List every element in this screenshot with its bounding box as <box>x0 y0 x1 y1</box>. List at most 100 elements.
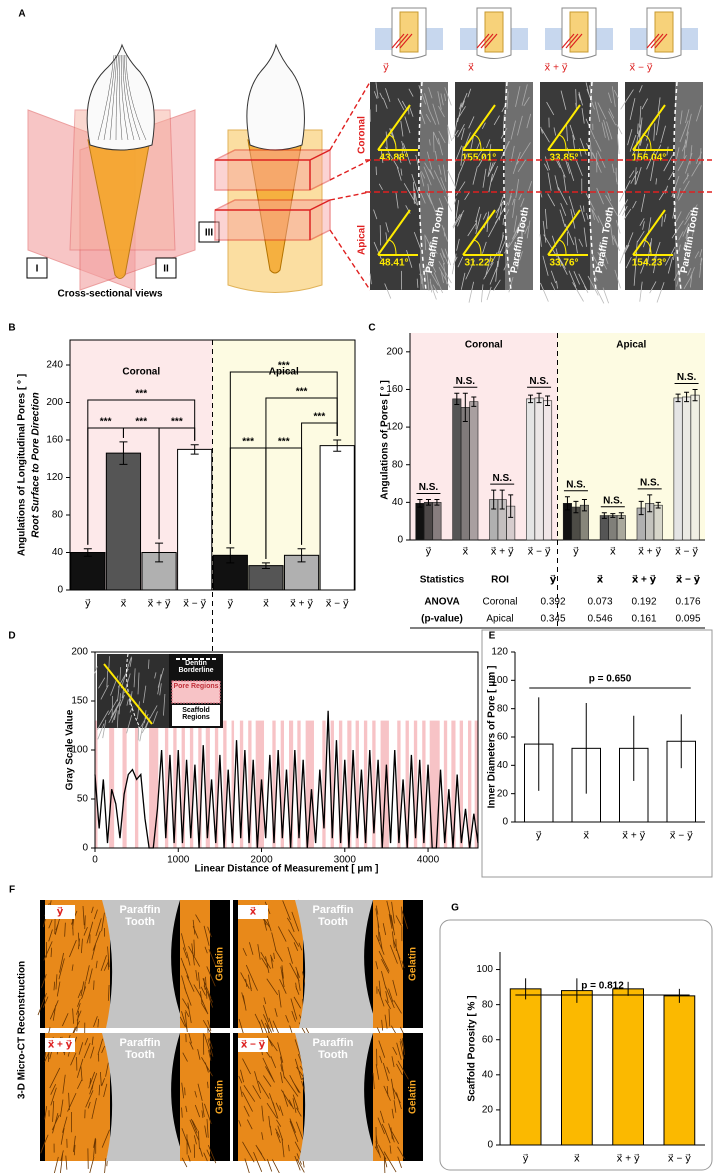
y-tick-label: 60 <box>482 1034 494 1045</box>
panel-label: A <box>18 9 25 20</box>
y-tick-label: 100 <box>71 745 88 756</box>
pore-region <box>297 720 301 848</box>
pore-region <box>474 720 478 848</box>
x-tick-label: y⃗ <box>227 599 233 610</box>
angle-arc <box>473 134 482 151</box>
table-header: x⃗ + y⃗ <box>632 575 657 586</box>
angle-arc <box>643 134 652 151</box>
direction-box <box>45 1038 75 1052</box>
icon-tooth <box>654 11 674 53</box>
pore-region <box>181 720 185 848</box>
error-bar <box>675 393 681 403</box>
y-tick-label: 0 <box>502 817 508 828</box>
significance-label: *** <box>135 389 147 400</box>
pore-region <box>380 720 389 848</box>
x-tick-label: y⃗ <box>573 547 579 558</box>
error-bar <box>564 496 570 511</box>
angle-label: 43.88° <box>379 153 408 164</box>
bar <box>509 988 542 1146</box>
error-bar <box>601 512 607 519</box>
pore-region <box>305 720 314 848</box>
pore-region <box>355 720 359 848</box>
error-bar <box>462 392 468 422</box>
bar <box>534 397 544 541</box>
pore-region <box>231 720 235 848</box>
pore-region <box>468 720 472 848</box>
pore-region <box>347 720 352 848</box>
bar <box>663 995 696 1146</box>
angle-lines <box>462 104 503 151</box>
micrograph <box>373 1033 403 1161</box>
x-tick-label: y⃗ <box>536 831 542 842</box>
legend-label: Scaffold Regions <box>182 707 210 722</box>
crown-line <box>125 54 147 141</box>
table-cell: 0.095 <box>675 614 700 625</box>
error-bar <box>119 441 128 465</box>
direction-box <box>238 1038 268 1052</box>
bar <box>177 448 213 591</box>
tooth-label: Paraffin Tooth <box>119 1037 161 1061</box>
pore-region <box>330 720 334 848</box>
y-tick-label: 0 <box>57 585 63 596</box>
plane-label: I <box>36 264 39 275</box>
y-axis-label: Root Surface to Pore Direction <box>31 392 42 538</box>
error-bar <box>471 396 477 407</box>
panel-label: F <box>9 885 15 896</box>
y-tick-label: 200 <box>46 397 63 408</box>
bar <box>415 503 425 541</box>
error-bar <box>638 500 644 516</box>
panel-frame <box>481 629 713 878</box>
angle-arc <box>643 239 652 256</box>
paraffin-tooth <box>295 900 378 1028</box>
angle-lines <box>377 209 418 256</box>
direction-label: y⃗ <box>57 907 64 918</box>
bar <box>526 398 536 541</box>
significance-label: N.S. <box>566 479 586 490</box>
y-tick-label: 80 <box>497 703 509 714</box>
error-bar <box>83 548 92 557</box>
x-tick-label: x⃗ + y⃗ <box>491 547 514 558</box>
crown-line <box>121 54 129 141</box>
paraffin-tooth <box>102 1033 185 1161</box>
table-cell: 0.176 <box>675 597 700 608</box>
angle-lines <box>632 104 673 151</box>
crown-line <box>124 54 141 141</box>
y-tick-label: 80 <box>392 459 404 470</box>
pore-region <box>413 720 418 848</box>
crown-line <box>103 54 116 141</box>
bar <box>452 398 462 541</box>
tooth-crown <box>246 43 305 151</box>
y-axis-label: Angulations of Pores [ ° ] <box>380 380 391 500</box>
x-tick-label: 3000 <box>334 855 357 866</box>
region-label: Coronal <box>357 116 368 154</box>
error-bar <box>508 494 514 518</box>
x-tick-label: x⃗ <box>120 599 126 610</box>
bar <box>616 515 626 541</box>
tooth-label: Paraffin Tooth <box>312 1037 354 1061</box>
crown-line <box>119 54 123 141</box>
pore-region <box>429 720 440 848</box>
error-bar <box>618 512 624 519</box>
gel-label: Gelatin <box>215 1080 226 1114</box>
x-tick-label: y⃗ <box>85 599 91 610</box>
panel-label: E <box>489 631 496 642</box>
region-label: Apical <box>357 225 368 255</box>
y-tick-label: 80 <box>482 999 494 1010</box>
angle-arc <box>473 239 482 256</box>
crown-line <box>115 54 119 141</box>
crown-line <box>97 54 115 141</box>
angle-label: 33.85° <box>549 153 578 164</box>
x-tick-label: 4000 <box>417 855 440 866</box>
error-bar <box>528 394 534 404</box>
x-axis-label: Linear Distance of Measurement [ μm ] <box>195 864 379 875</box>
y-tick-label: 0 <box>82 843 88 854</box>
table-cell: 0.192 <box>631 597 656 608</box>
error-bar <box>333 439 342 452</box>
significance-label: *** <box>278 437 290 448</box>
direction-label: x⃗ − y⃗ <box>241 1040 266 1051</box>
bar <box>460 407 470 541</box>
pore-region <box>109 720 115 848</box>
table-header: Statistics <box>420 575 465 586</box>
bar <box>432 502 442 541</box>
angle-arc <box>388 134 397 151</box>
